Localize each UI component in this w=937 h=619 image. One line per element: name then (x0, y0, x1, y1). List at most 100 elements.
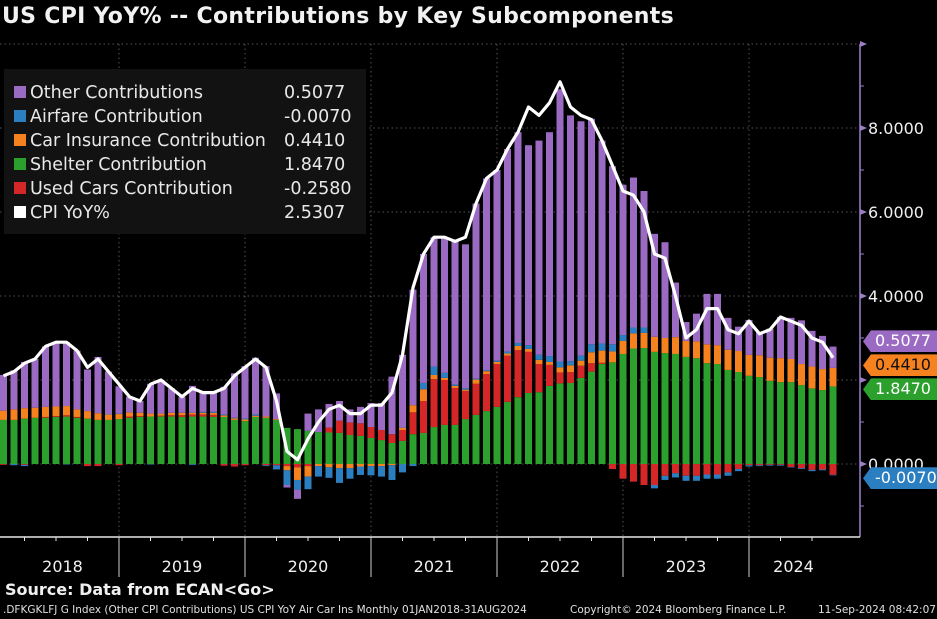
bar-segment-used_cars (115, 464, 123, 466)
legend-item-used_cars: Used Cars Contribution -0.2580 (14, 177, 352, 201)
bar-segment-car_insurance (472, 379, 480, 384)
bar-segment-car_insurance (0, 410, 7, 420)
bar-segment-airfare (661, 475, 669, 480)
bar-segment-car_insurance (367, 464, 375, 467)
bar-segment-shelter (766, 380, 774, 464)
bar-segment-airfare (766, 464, 774, 466)
y-major-tick (860, 41, 867, 47)
bar-segment-shelter (525, 393, 532, 464)
bar-segment-used_cars (451, 387, 459, 425)
bar-segment-used_cars (63, 415, 70, 417)
bar-segment-used_cars (241, 464, 249, 466)
bar-segment-other (73, 350, 81, 410)
bar-segment-airfare (399, 464, 406, 473)
bar-segment-other (441, 237, 448, 373)
bar-segment-used_cars (787, 464, 795, 467)
bar-segment-airfare (210, 411, 217, 413)
bar-segment-used_cars (598, 362, 606, 365)
bar-segment-other (514, 132, 522, 344)
bar-segment-airfare (808, 469, 816, 472)
bar-segment-airfare (105, 414, 112, 415)
bar-segment-used_cars (766, 464, 774, 465)
y-tick-label: 8.0000 (868, 119, 924, 138)
legend-item-airfare: Airfare Contribution -0.0070 (14, 105, 352, 129)
bar-segment-airfare (189, 464, 196, 465)
bar-segment-other (304, 413, 312, 431)
bar-segment-other (231, 373, 238, 418)
bar-segment-other (115, 386, 123, 414)
bar-segment-airfare (262, 465, 270, 467)
bar-segment-car_insurance (189, 412, 196, 415)
bar-segment-car_insurance (420, 389, 427, 401)
bar-segment-shelter (42, 417, 49, 464)
bar-segment-shelter (31, 417, 39, 464)
bar-segment-other (63, 342, 70, 407)
bar-segment-airfare (147, 464, 154, 465)
bar-segment-used_cars (294, 464, 301, 468)
bar-segment-airfare (367, 466, 375, 476)
bar-segment-shelter (672, 353, 679, 464)
bar-segment-shelter (724, 369, 732, 464)
y-major-tick (860, 125, 867, 131)
bar-segment-car_insurance (346, 464, 354, 469)
bar-segment-car_insurance (462, 389, 469, 391)
footer-copyright: Copyright© 2024 Bloomberg Finance L.P. (570, 604, 787, 616)
legend: Other Contributions 0.5077 Airfare Contrib… (4, 69, 366, 234)
bar-segment-airfare (10, 464, 18, 466)
bar-segment-car_insurance (525, 348, 532, 352)
bar-segment-used_cars (0, 464, 7, 465)
bar-segment-shelter (147, 416, 154, 464)
bar-segment-other (787, 317, 795, 359)
bar-segment-airfare (115, 413, 123, 415)
bar-segment-car_insurance (273, 419, 280, 420)
bar-segment-shelter (462, 419, 469, 464)
bar-segment-car_insurance (745, 354, 753, 376)
bar-segment-used_cars (567, 372, 574, 383)
bar-segment-shelter (630, 348, 637, 464)
bar-segment-used_cars (21, 464, 28, 465)
bar-segment-airfare (735, 469, 742, 472)
bar-segment-car_insurance (63, 406, 70, 416)
bar-segment-other (84, 369, 91, 412)
bar-segment-other (241, 366, 249, 419)
legend-value: -0.0070 (284, 107, 352, 127)
bar-segment-airfare (388, 465, 396, 480)
legend-item-car_insurance: Car Insurance Contribution 0.4410 (14, 129, 345, 153)
legend-swatch (14, 206, 26, 218)
bar-segment-used_cars (703, 464, 711, 475)
bar-segment-other (126, 396, 133, 413)
bar-segment-shelter (388, 443, 396, 464)
bar-segment-airfare (483, 370, 490, 372)
x-tick-label: 2022 (540, 557, 581, 576)
bar-segment-other (430, 237, 438, 367)
bar-segment-airfare (535, 354, 543, 360)
bar-segment-car_insurance (31, 407, 39, 418)
bar-segment-shelter (493, 406, 501, 464)
bar-segment-other (325, 403, 333, 428)
bar-segment-shelter (598, 364, 606, 464)
bar-segment-other (42, 346, 49, 407)
bar-segment-other (283, 485, 291, 488)
bar-segment-used_cars (283, 464, 291, 467)
bar-segment-car_insurance (651, 336, 658, 352)
bar-segment-used_cars (745, 464, 753, 466)
x-tick-label: 2023 (666, 557, 707, 576)
x-tick-label: 2021 (414, 557, 455, 576)
bar-segment-other (756, 332, 763, 356)
bar-segment-car_insurance (241, 419, 249, 422)
bar-segment-car_insurance (336, 464, 343, 469)
legend-swatch (14, 158, 26, 170)
bar-segment-shelter (168, 416, 175, 464)
bar-segment-used_cars (724, 464, 732, 473)
bar-segment-used_cars (609, 464, 616, 470)
bar-segment-other (168, 388, 175, 413)
chart-title: US CPI YoY% -- Contributions by Key Subc… (2, 4, 674, 29)
bar-segment-used_cars (273, 464, 280, 466)
bar-segment-car_insurance (168, 412, 175, 416)
bar-segment-airfare (682, 475, 690, 481)
bar-segment-shelter (73, 417, 81, 464)
bar-segment-shelter (567, 382, 574, 464)
bar-segment-used_cars (714, 464, 721, 475)
bar-segment-used_cars (756, 464, 763, 466)
bar-segment-car_insurance (252, 415, 259, 417)
